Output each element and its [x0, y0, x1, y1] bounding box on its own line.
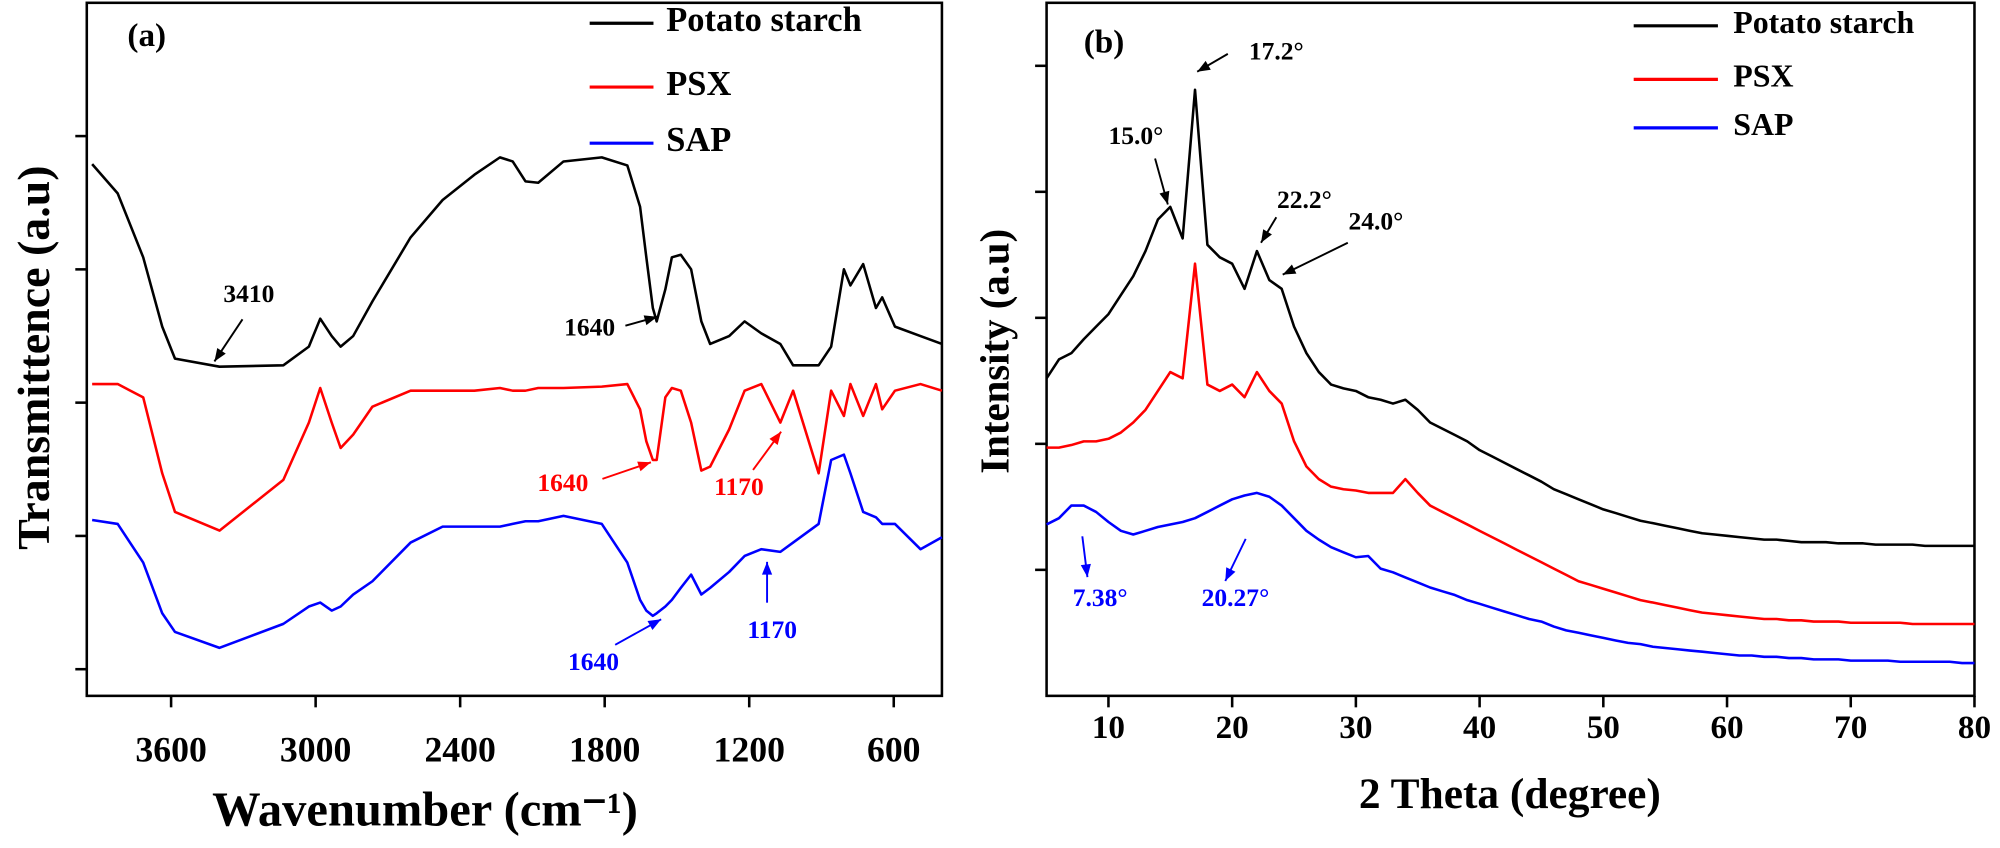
annotation: 1640 [537, 468, 588, 497]
series-line [91, 156, 943, 368]
x-tick-label: 10 [1092, 709, 1125, 746]
x-tick-label: 60 [1710, 709, 1743, 746]
x-tick-label: 20 [1216, 709, 1249, 746]
x-tick-label: 70 [1834, 709, 1867, 746]
arrow-head [1080, 563, 1091, 578]
annotation: 1170 [714, 472, 764, 501]
series-line [1046, 491, 1975, 665]
arrow-head [647, 619, 662, 630]
arrow-head [1225, 567, 1236, 581]
legend-label: Potato starch [666, 1, 862, 39]
annotation: 17.2° [1249, 37, 1304, 66]
x-tick-label: 3600 [135, 729, 206, 769]
annotation: 1640 [564, 312, 615, 341]
annotation: 1170 [747, 615, 797, 644]
series-line [91, 453, 943, 650]
annotation: 1640 [568, 647, 619, 676]
annotation: 24.0° [1348, 206, 1403, 235]
arrow-head [769, 431, 782, 445]
arrow-head [1261, 229, 1272, 243]
annotation: 22.2° [1277, 185, 1332, 214]
annotation: 15.0° [1108, 121, 1163, 150]
legend-label: PSX [666, 65, 731, 103]
x-tick-label: 1800 [569, 729, 640, 769]
series-line [1046, 262, 1975, 626]
annotation: 3410 [223, 279, 274, 308]
arrow-head [1159, 190, 1170, 205]
y-axis-label: Transmittence (a.u) [8, 165, 59, 549]
legend-label: PSX [1733, 59, 1793, 94]
arrow-head [1282, 264, 1297, 275]
plot-frame [85, 1, 944, 698]
x-axis-label: Wavenumber (cm⁻¹) [212, 784, 638, 837]
x-tick-label: 30 [1339, 709, 1372, 746]
legend-label: Potato starch [1733, 5, 1914, 40]
x-tick-label: 2400 [424, 729, 495, 769]
series-line [92, 382, 943, 532]
panel-label: (a) [127, 17, 166, 54]
x-axis-label: 2 Theta (degree) [1359, 770, 1661, 818]
arrow-head [761, 561, 773, 575]
plot-frame [1045, 1, 1976, 698]
x-tick-label: 1200 [714, 729, 785, 769]
legend-label: SAP [1733, 107, 1793, 142]
series-line [1045, 88, 1975, 548]
x-tick-label: 3000 [280, 729, 351, 769]
arrow-head [214, 348, 226, 362]
arrow-head [643, 315, 658, 326]
legend-label: SAP [666, 121, 731, 159]
y-axis-label: Intensity (a.u) [973, 229, 1018, 474]
x-tick-label: 600 [867, 729, 921, 769]
annotation: 7.38° [1073, 583, 1128, 612]
x-tick-label: 80 [1958, 709, 1991, 746]
arrow-head [1197, 60, 1211, 72]
arrow-head [637, 461, 651, 472]
annotation: 20.27° [1202, 583, 1270, 612]
x-tick-label: 50 [1587, 709, 1620, 746]
panel-label: (b) [1084, 24, 1125, 61]
x-tick-label: 40 [1463, 709, 1496, 746]
